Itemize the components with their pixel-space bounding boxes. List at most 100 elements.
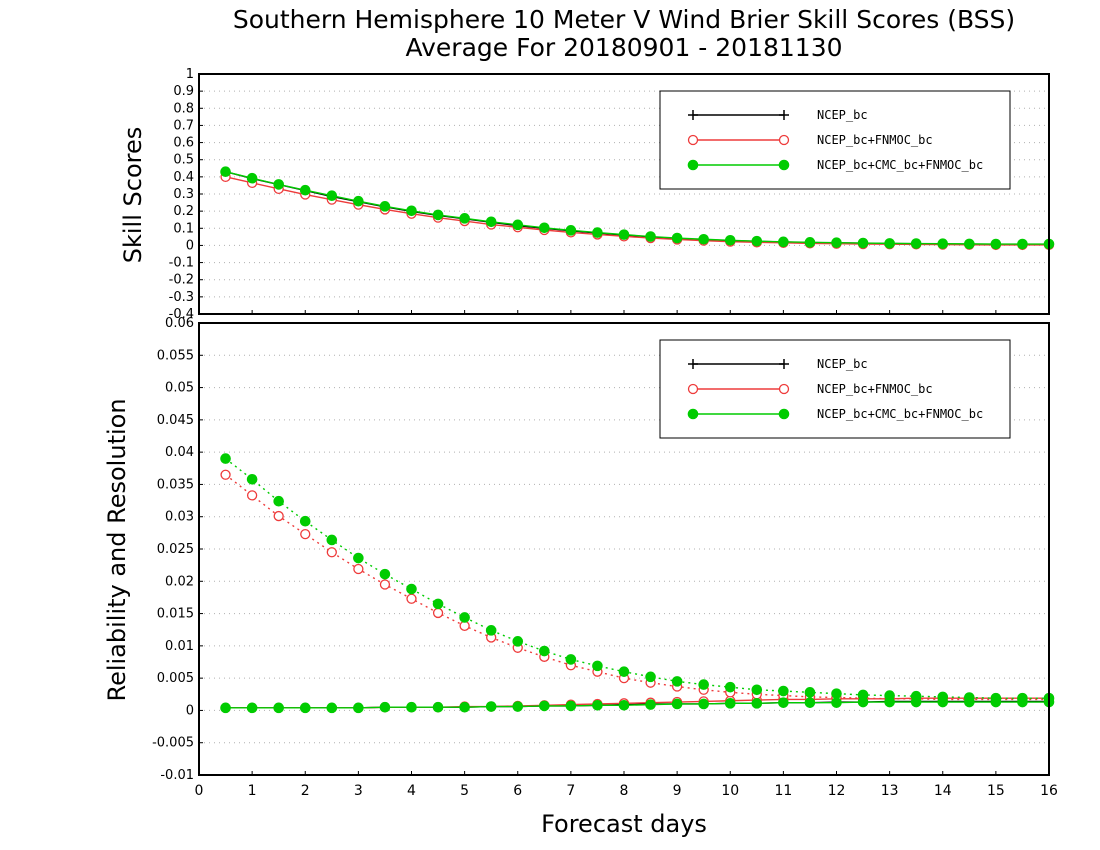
data-point bbox=[459, 612, 470, 623]
data-point bbox=[592, 699, 603, 711]
plot-frame bbox=[198, 322, 1050, 776]
legend-label: NCEP_bc+CMC_bc+FNMOC_bc bbox=[817, 158, 983, 172]
y-tick-label: -0.005 bbox=[152, 736, 194, 751]
data-point bbox=[618, 229, 630, 240]
data-point bbox=[698, 679, 709, 690]
data-point bbox=[485, 625, 497, 636]
y-tick-label: 0.2 bbox=[173, 204, 194, 219]
data-point bbox=[379, 579, 391, 590]
data-point bbox=[379, 701, 391, 713]
y-tick-label: 0.7 bbox=[173, 118, 194, 133]
data-point bbox=[671, 676, 683, 687]
legend-label: NCEP_bc+CMC_bc+FNMOC_bc bbox=[817, 407, 983, 421]
legend-entry-ncep-bc: NCEP_bc bbox=[688, 357, 868, 371]
legend-entry-ncep-bc-cmc-bc-fnmoc-bc: NCEP_bc+CMC_bc+FNMOC_bc bbox=[687, 407, 983, 421]
skill-scores-panel: 1 0.9 0.8 0.7 0.6 0.5 0.4 0.3 0.2 0.1 0 -0.1 -0.2 -0.… bbox=[169, 67, 1055, 322]
data-point bbox=[592, 227, 603, 238]
legend-marker bbox=[687, 159, 699, 171]
series-ncep-bc-fnmoc-bc-resolution-line bbox=[225, 474, 1049, 701]
data-point bbox=[512, 636, 524, 647]
y-tick-label: -0.2 bbox=[169, 273, 194, 288]
legend-label: NCEP_bc+FNMOC_bc bbox=[817, 133, 933, 147]
legend-marker bbox=[779, 359, 789, 369]
legend-marker bbox=[778, 408, 790, 420]
data-point bbox=[539, 645, 550, 657]
data-point bbox=[512, 701, 524, 712]
data-point bbox=[432, 598, 444, 610]
legend-label: NCEP_bc bbox=[817, 357, 868, 371]
legend-marker bbox=[687, 408, 699, 420]
data-point bbox=[751, 684, 763, 696]
x-tick-label: 3 bbox=[354, 783, 363, 799]
data-point bbox=[565, 225, 577, 236]
data-point bbox=[432, 701, 444, 713]
data-point bbox=[831, 237, 842, 248]
data-point bbox=[485, 701, 497, 712]
chart-title-line2: Average For 20180901 - 20181130 bbox=[405, 33, 842, 62]
y-tick-label: 0.05 bbox=[165, 381, 194, 396]
x-tick-label: 15 bbox=[987, 783, 1005, 799]
ylabel-reliability-resolution: Reliability and Resolution bbox=[103, 398, 131, 701]
data-point bbox=[990, 692, 1002, 704]
data-point bbox=[990, 238, 1002, 250]
data-point bbox=[539, 222, 550, 234]
series-ncep-bc-fnmoc-bc-reliability-line bbox=[225, 697, 1049, 709]
data-point bbox=[273, 510, 284, 522]
y-tick-label: 0.04 bbox=[165, 445, 194, 460]
data-point bbox=[778, 685, 789, 697]
legend-marker bbox=[778, 383, 790, 395]
y-tick-label: 0.6 bbox=[173, 136, 194, 151]
data-point bbox=[884, 238, 895, 249]
data-point bbox=[406, 593, 417, 604]
y-tick-label: 0.03 bbox=[165, 510, 194, 525]
series-ncep-bc-cmc-bc-fnmoc-bc-resolution bbox=[220, 453, 1055, 704]
plot-frame bbox=[198, 73, 1050, 315]
data-point bbox=[326, 190, 338, 202]
chart-title-line1: Southern Hemisphere 10 Meter V Wind Brie… bbox=[233, 5, 1015, 34]
y-tick-label: 0.8 bbox=[173, 101, 194, 116]
data-point bbox=[299, 702, 311, 714]
x-tick-label: 11 bbox=[774, 783, 792, 799]
data-point bbox=[273, 495, 284, 507]
data-point bbox=[246, 702, 258, 714]
data-point bbox=[459, 701, 470, 713]
data-point bbox=[299, 515, 311, 527]
series-ncep-bc-cmc-bc-fnmoc-bc-resolution-line bbox=[225, 458, 1049, 699]
x-tick-label: 10 bbox=[721, 783, 739, 799]
reliability-resolution-panel: 0.060.0550.050.0450.040.0350.030.0250.02… bbox=[152, 316, 1058, 799]
data-point bbox=[220, 702, 231, 714]
y-tick-label: 0.035 bbox=[157, 477, 194, 492]
data-point bbox=[353, 702, 364, 714]
y-tick-label: -0.4 bbox=[169, 307, 194, 322]
data-point bbox=[804, 237, 816, 248]
x-tick-label: 6 bbox=[513, 783, 522, 799]
data-point bbox=[724, 698, 736, 709]
data-point bbox=[964, 238, 975, 250]
y-tick-label: 0.9 bbox=[173, 84, 194, 99]
data-point bbox=[539, 700, 550, 712]
data-point bbox=[220, 453, 231, 464]
y-tick-label: 0.045 bbox=[157, 413, 194, 428]
y-tick-label: 0.01 bbox=[165, 639, 194, 654]
data-point bbox=[273, 179, 284, 190]
legend-label: NCEP_bc+FNMOC_bc bbox=[817, 382, 933, 396]
data-point bbox=[353, 552, 364, 564]
data-point bbox=[565, 700, 577, 712]
x-tick-label: 1 bbox=[248, 783, 257, 799]
x-tick-label: 2 bbox=[301, 783, 310, 799]
data-point bbox=[326, 534, 338, 546]
data-point bbox=[857, 237, 869, 249]
x-tick-label: 4 bbox=[407, 783, 416, 799]
data-point bbox=[964, 692, 975, 703]
y-tick-label: 0.02 bbox=[165, 574, 194, 589]
data-point bbox=[379, 568, 391, 580]
data-point bbox=[910, 238, 922, 249]
data-point bbox=[937, 691, 949, 703]
y-tick-label: 0.1 bbox=[173, 221, 194, 236]
data-point bbox=[857, 689, 869, 701]
data-point bbox=[273, 702, 284, 714]
x-tick-label: 16 bbox=[1040, 783, 1058, 799]
data-point bbox=[778, 697, 789, 708]
y-tick-label: 0.4 bbox=[173, 170, 194, 185]
